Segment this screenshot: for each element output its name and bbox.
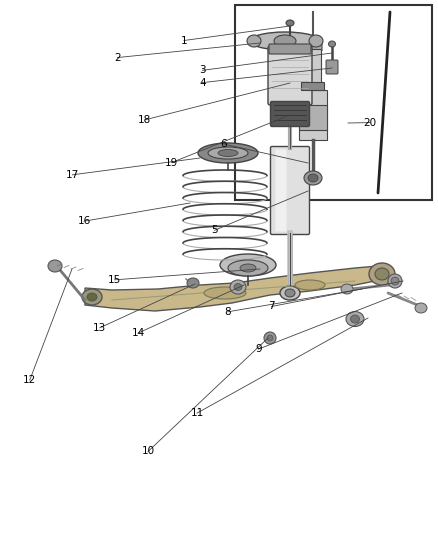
FancyBboxPatch shape <box>271 101 310 126</box>
FancyBboxPatch shape <box>268 46 312 105</box>
Bar <box>235 5 432 200</box>
Text: 3: 3 <box>199 66 206 75</box>
Text: 1: 1 <box>180 36 187 45</box>
Ellipse shape <box>308 174 318 182</box>
Ellipse shape <box>187 278 199 288</box>
Ellipse shape <box>280 286 300 300</box>
FancyBboxPatch shape <box>269 44 311 54</box>
Ellipse shape <box>285 289 295 297</box>
Text: 7: 7 <box>268 302 275 311</box>
FancyBboxPatch shape <box>271 147 310 235</box>
Ellipse shape <box>295 280 325 290</box>
Ellipse shape <box>218 149 238 157</box>
Ellipse shape <box>247 35 261 47</box>
Text: 2: 2 <box>114 53 121 62</box>
Text: 15: 15 <box>108 275 121 285</box>
FancyBboxPatch shape <box>301 83 325 91</box>
Text: 5: 5 <box>211 225 218 235</box>
Ellipse shape <box>82 289 102 305</box>
Polygon shape <box>85 266 388 311</box>
Ellipse shape <box>309 35 323 47</box>
Ellipse shape <box>228 260 268 276</box>
Ellipse shape <box>267 335 273 341</box>
Text: 11: 11 <box>191 408 204 418</box>
Text: 14: 14 <box>131 328 145 338</box>
FancyBboxPatch shape <box>326 60 338 74</box>
Text: 6: 6 <box>220 139 227 149</box>
Text: 9: 9 <box>255 344 262 354</box>
Ellipse shape <box>230 280 246 294</box>
Ellipse shape <box>250 32 320 50</box>
Ellipse shape <box>415 303 427 313</box>
Ellipse shape <box>274 35 296 47</box>
Ellipse shape <box>240 264 256 272</box>
Ellipse shape <box>350 315 360 323</box>
Ellipse shape <box>346 311 364 327</box>
Text: 8: 8 <box>224 307 231 317</box>
Text: 12: 12 <box>23 375 36 385</box>
Ellipse shape <box>264 332 276 344</box>
Bar <box>299 90 327 140</box>
Text: 19: 19 <box>165 158 178 167</box>
Ellipse shape <box>48 260 62 272</box>
Ellipse shape <box>234 284 242 290</box>
Text: 17: 17 <box>66 170 79 180</box>
Ellipse shape <box>204 287 246 299</box>
Ellipse shape <box>304 171 322 185</box>
FancyBboxPatch shape <box>299 105 327 130</box>
Ellipse shape <box>388 274 402 288</box>
Ellipse shape <box>391 277 399 285</box>
Ellipse shape <box>87 293 97 301</box>
Bar <box>305 49 321 85</box>
Ellipse shape <box>208 147 248 159</box>
Text: 13: 13 <box>93 323 106 333</box>
Ellipse shape <box>220 254 276 276</box>
Ellipse shape <box>375 268 389 280</box>
FancyBboxPatch shape <box>304 41 322 51</box>
Ellipse shape <box>328 41 336 47</box>
Text: 18: 18 <box>138 115 151 125</box>
Ellipse shape <box>369 263 395 285</box>
Ellipse shape <box>198 143 258 163</box>
Text: 10: 10 <box>141 447 155 456</box>
Ellipse shape <box>286 20 294 26</box>
Text: 4: 4 <box>199 78 206 87</box>
Text: 20: 20 <box>364 118 377 127</box>
Text: 16: 16 <box>78 216 91 226</box>
FancyBboxPatch shape <box>276 149 286 231</box>
Ellipse shape <box>341 284 353 294</box>
